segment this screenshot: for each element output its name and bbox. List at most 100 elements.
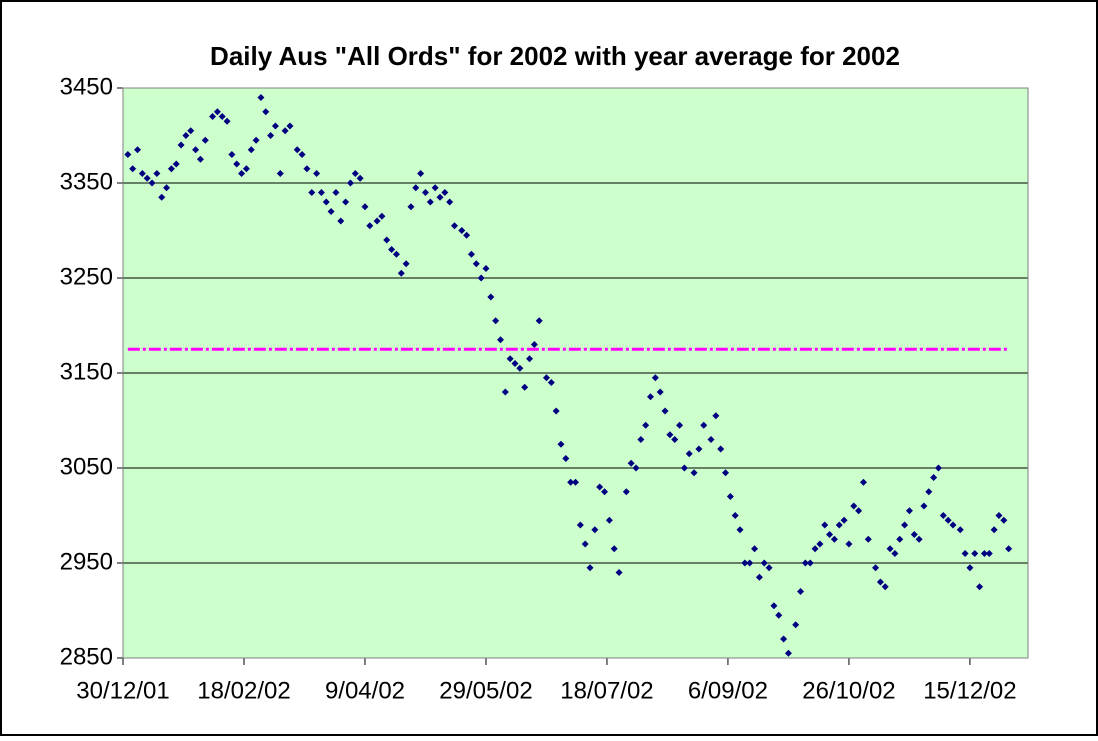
data-point: [760, 559, 768, 567]
data-point: [680, 464, 688, 472]
data-point: [303, 165, 311, 173]
data-point: [572, 478, 579, 486]
data-point: [257, 94, 265, 101]
data-point: [605, 516, 613, 524]
data-point: [830, 535, 838, 543]
x-tick-label: 26/10/02: [802, 677, 895, 704]
data-point: [407, 203, 415, 211]
data-point: [436, 193, 444, 201]
y-tick-label: 3150: [60, 358, 113, 385]
data-point: [366, 222, 374, 230]
data-point: [388, 246, 396, 253]
data-point: [286, 122, 294, 130]
data-point: [298, 151, 306, 158]
data-point: [891, 550, 899, 557]
data-point: [342, 198, 350, 206]
data-point: [1000, 516, 1008, 524]
data-point: [642, 421, 650, 429]
data-point: [976, 583, 984, 591]
data-point: [346, 179, 354, 187]
data-point: [784, 649, 792, 657]
data-point: [855, 507, 863, 515]
data-point: [487, 293, 495, 301]
data-point: [741, 559, 749, 567]
data-point: [228, 151, 236, 158]
y-tick-label: 2850: [60, 643, 113, 670]
data-point: [775, 611, 783, 619]
data-point: [322, 198, 330, 206]
data-point: [511, 360, 519, 367]
data-point: [695, 445, 703, 453]
y-tick-label: 3350: [60, 168, 113, 195]
data-point: [356, 174, 364, 182]
data-point: [586, 564, 594, 572]
data-point: [797, 588, 805, 595]
data-point: [995, 512, 1003, 519]
y-tick-label: 3250: [60, 263, 113, 290]
data-point: [876, 578, 884, 586]
data-point: [961, 550, 969, 557]
data-point: [526, 355, 534, 363]
data-point: [332, 189, 340, 196]
x-tick-label: 9/04/02: [325, 677, 405, 704]
data-point: [148, 179, 156, 187]
data-point: [930, 474, 938, 481]
data-point: [218, 113, 226, 120]
data-point: [806, 559, 814, 567]
data-point: [949, 521, 957, 529]
plot-border: [122, 87, 1029, 659]
data-point: [472, 260, 480, 268]
data-point: [373, 217, 381, 225]
data-point: [463, 231, 471, 239]
data-point: [196, 155, 204, 163]
data-point: [412, 184, 420, 192]
data-point: [896, 535, 904, 543]
data-point: [816, 540, 824, 548]
data-point: [209, 113, 217, 120]
data-point: [656, 388, 664, 396]
data-point: [821, 521, 829, 529]
y-tick-label: 2950: [60, 548, 113, 575]
data-point: [826, 531, 834, 538]
data-point: [172, 160, 180, 168]
data-point: [431, 184, 439, 192]
data-point: [700, 421, 708, 429]
data-point: [458, 227, 466, 234]
data-point: [477, 274, 485, 282]
data-point: [845, 540, 853, 548]
data-point: [482, 265, 490, 272]
data-point: [153, 170, 161, 177]
data-point: [516, 364, 524, 372]
data-point: [671, 436, 679, 443]
data-point: [722, 469, 730, 477]
data-point: [751, 545, 759, 553]
data-point: [496, 336, 504, 344]
data-point: [337, 217, 345, 225]
data-point: [167, 165, 175, 173]
data-point: [201, 136, 209, 144]
data-point: [1005, 545, 1013, 553]
data-point: [441, 189, 449, 196]
data-point: [944, 516, 952, 524]
data-point: [129, 165, 137, 173]
data-point: [956, 526, 964, 534]
data-point: [417, 170, 425, 177]
data-point: [925, 488, 933, 496]
data-point: [557, 440, 565, 448]
data-point: [397, 269, 405, 277]
data-point: [262, 108, 270, 116]
data-point: [872, 564, 880, 572]
data-point: [238, 170, 246, 177]
data-point: [535, 317, 543, 325]
data-point: [581, 540, 589, 548]
data-point: [707, 436, 715, 443]
data-point: [915, 535, 923, 543]
data-point: [308, 189, 316, 196]
data-point: [547, 379, 555, 386]
data-point: [746, 559, 754, 567]
data-point: [966, 564, 974, 572]
data-point: [317, 189, 325, 196]
data-point: [383, 236, 391, 244]
x-tick-label: 18/07/02: [560, 677, 653, 704]
data-point: [293, 146, 301, 154]
